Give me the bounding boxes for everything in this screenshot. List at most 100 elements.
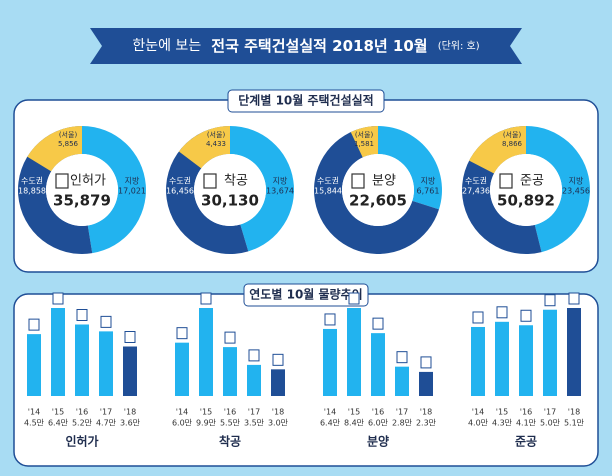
donut-center [194,154,266,226]
section-tab [227,89,385,113]
donut-slice [526,126,591,253]
group-title: 인허가 [65,434,98,449]
x-tick-label: '17 [544,408,556,417]
icon [372,317,384,330]
value-label: 4.1만 [516,419,537,428]
value-label: 8.4만 [344,419,365,428]
title-main: 전국 주택건설실적 2018년 10월 [211,37,427,55]
value-label: 5.2만 [72,419,93,428]
donut-total: 22,605 [349,192,407,210]
section-tab [243,283,369,307]
bar [371,333,385,396]
x-tick-label: '15 [348,408,360,417]
section-title: 단계별 10월 주택건설실적 [238,93,373,108]
icon [472,311,484,324]
slice-name: 지방 [125,176,140,186]
donut-total: 50,892 [497,192,555,210]
icon [200,292,212,305]
donut-slice [82,126,146,254]
value-label: 3.0만 [268,419,289,428]
donut-center [342,154,414,226]
icon [55,173,69,189]
x-tick-label: '15 [52,408,64,417]
x-tick-label: '16 [520,408,532,417]
slice-value: 16,456 [166,187,194,196]
slice-value: 13,674 [266,187,294,196]
value-label: 5.0만 [540,419,561,428]
bar [271,369,285,396]
icon [396,351,408,364]
value-label: 6.4만 [320,419,341,428]
value-label: 2.8만 [392,419,413,428]
x-tick-label: '14 [472,408,484,417]
icon [568,292,580,305]
bar [75,324,89,396]
donut-slice [350,126,378,158]
slice-value: 5,856 [58,140,79,148]
slice-value: 15,844 [314,187,342,196]
slice-name: 수도권 [169,176,191,186]
value-label: 6.0만 [368,419,389,428]
slice-name: 지방 [421,176,436,186]
x-tick-label: '14 [28,408,40,417]
slice-name: (서울) [59,130,78,139]
icon [499,173,513,189]
x-tick-label: '15 [496,408,508,417]
value-label: 4.7만 [96,419,117,428]
slice-value: 8,866 [502,140,523,148]
donut-slice [378,126,443,210]
bar [223,347,237,396]
bar [395,366,409,396]
title-unit: (단위: 호) [438,39,480,52]
bar [567,308,581,396]
icon [351,173,365,189]
icon [496,306,508,319]
donut-slice [469,126,526,174]
value-label: 5.1만 [564,419,585,428]
slice-value: 6,761 [417,187,440,196]
icon [520,309,532,322]
group-title: 준공 [515,435,537,449]
x-tick-label: '16 [372,408,384,417]
bar [123,346,137,396]
icon [272,353,284,366]
x-tick-label: '15 [200,408,212,417]
slice-value: 1,581 [354,140,374,148]
donut-title: 준공 [520,174,544,189]
icon [203,173,217,189]
bar [543,309,557,396]
x-tick-label: '16 [76,408,88,417]
slice-name: (서울) [503,130,522,139]
donut-title: 인허가 [70,174,106,189]
bar [27,334,41,396]
icon [100,315,112,328]
title-prefix: 한눈에 보는 [132,38,201,54]
value-label: 4.0만 [468,419,489,428]
value-label: 3.5만 [244,419,265,428]
slice-name: 지방 [273,176,288,186]
x-tick-label: '17 [396,408,408,417]
slice-name: (서울) [207,130,226,139]
value-label: 6.4만 [48,419,69,428]
icon [348,292,360,305]
bar [175,342,189,396]
slice-name: 수도권 [317,176,339,186]
value-label: 5.5만 [220,419,241,428]
icon [176,327,188,340]
x-tick-label: '18 [420,408,432,417]
icon [544,294,556,307]
icon [224,331,236,344]
slice-name: 지방 [569,176,584,186]
title-ribbon [90,28,522,64]
donut-title: 착공 [224,174,248,189]
donut-slice [178,126,230,169]
donut-center [46,154,118,226]
icon [52,292,64,305]
bar [199,308,213,396]
slice-value: 4,433 [206,140,226,148]
donut-total: 30,130 [201,192,259,210]
x-tick-label: '14 [324,408,336,417]
donut-title: 분양 [372,174,396,189]
value-label: 6.0만 [172,419,193,428]
